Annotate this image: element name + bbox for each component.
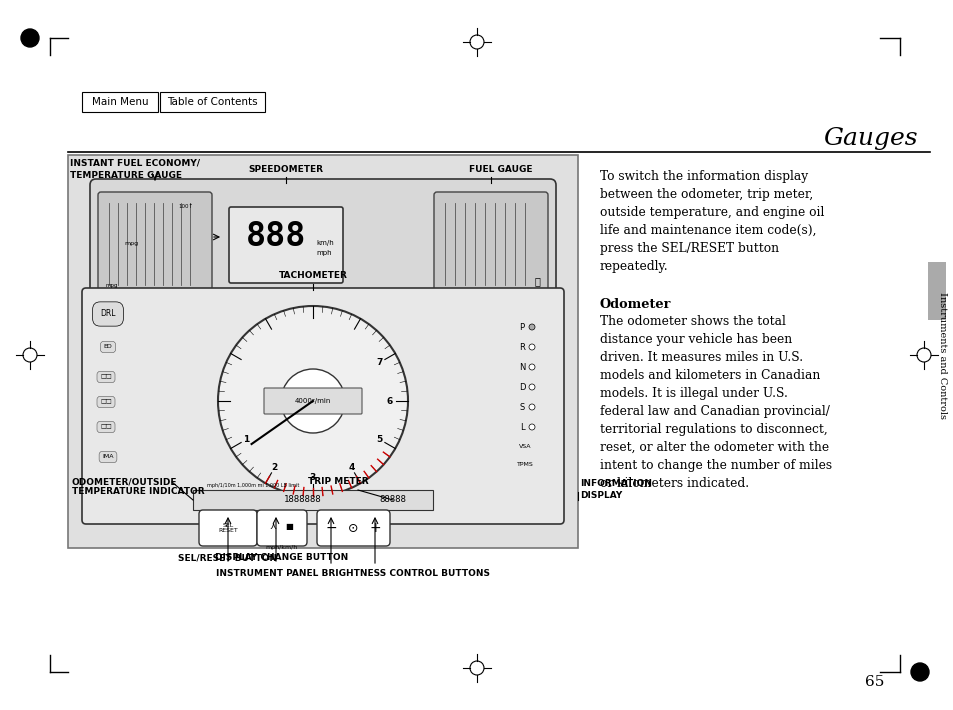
Text: □□: □□	[100, 425, 112, 430]
Text: TACHOMETER: TACHOMETER	[278, 271, 347, 280]
Text: □□: □□	[100, 374, 112, 380]
Circle shape	[529, 424, 535, 430]
Text: ED: ED	[104, 344, 112, 349]
FancyBboxPatch shape	[199, 510, 256, 546]
FancyBboxPatch shape	[434, 192, 547, 296]
FancyBboxPatch shape	[160, 92, 265, 112]
Circle shape	[21, 29, 39, 47]
Text: INSTRUMENT PANEL BRIGHTNESS CONTROL BUTTONS: INSTRUMENT PANEL BRIGHTNESS CONTROL BUTT…	[215, 569, 490, 577]
Text: SEL
RESET: SEL RESET	[218, 523, 237, 533]
Text: 1: 1	[243, 435, 249, 444]
Text: Gauges: Gauges	[822, 126, 917, 150]
FancyBboxPatch shape	[82, 288, 563, 524]
Text: Instruments and Controls: Instruments and Controls	[938, 292, 946, 418]
Text: Table of Contents: Table of Contents	[167, 97, 257, 107]
FancyBboxPatch shape	[90, 179, 556, 309]
Text: FUEL GAUGE: FUEL GAUGE	[469, 165, 532, 173]
Circle shape	[218, 306, 408, 496]
Text: DRL: DRL	[100, 310, 115, 319]
Text: 7: 7	[376, 358, 382, 367]
Text: 2: 2	[271, 463, 277, 472]
Text: TRIP METER: TRIP METER	[308, 478, 368, 486]
Bar	[68, 155, 578, 548]
Text: ⛽: ⛽	[534, 276, 539, 286]
Text: TPMS: TPMS	[517, 462, 533, 466]
FancyBboxPatch shape	[316, 510, 390, 546]
Text: □□: □□	[100, 400, 112, 405]
Text: 1888888: 1888888	[284, 496, 321, 505]
FancyBboxPatch shape	[98, 192, 212, 296]
Text: S: S	[518, 403, 524, 412]
Text: Main Menu: Main Menu	[91, 97, 148, 107]
Text: SPEEDOMETER: SPEEDOMETER	[248, 165, 323, 173]
Text: 5: 5	[376, 435, 382, 444]
Circle shape	[910, 663, 928, 681]
Text: 888: 888	[246, 221, 306, 253]
Text: 65: 65	[864, 675, 883, 689]
Text: mph/km/h: mph/km/h	[266, 545, 297, 550]
Text: mpg: mpg	[124, 241, 138, 246]
Text: INSTANT FUEL ECONOMY/: INSTANT FUEL ECONOMY/	[70, 158, 200, 168]
Text: L: L	[519, 422, 524, 432]
Text: Odometer: Odometer	[599, 298, 671, 311]
Text: 3: 3	[310, 474, 315, 483]
Circle shape	[281, 369, 345, 433]
Text: 100↑: 100↑	[178, 204, 193, 209]
Text: TEMPERATURE INDICATOR: TEMPERATURE INDICATOR	[71, 488, 204, 496]
Text: −: −	[325, 521, 336, 535]
Text: 6: 6	[387, 396, 393, 405]
Text: R: R	[518, 342, 524, 351]
Text: ODOMETER/OUTSIDE: ODOMETER/OUTSIDE	[71, 478, 177, 486]
Text: TEMPERATURE GAUGE: TEMPERATURE GAUGE	[70, 170, 182, 180]
Text: P: P	[518, 322, 524, 332]
Circle shape	[305, 393, 320, 409]
Bar	[927, 262, 945, 320]
Text: DISPLAY CHANGE BUTTON: DISPLAY CHANGE BUTTON	[215, 554, 348, 562]
Text: The odometer shows the total
distance your vehicle has been
driven. It measures : The odometer shows the total distance yo…	[599, 315, 831, 490]
Text: ⋏: ⋏	[269, 521, 276, 531]
Bar	[193, 490, 433, 510]
FancyBboxPatch shape	[256, 510, 307, 546]
Circle shape	[529, 364, 535, 370]
Text: mph: mph	[315, 250, 332, 256]
Text: 4000r/min: 4000r/min	[294, 398, 331, 404]
Text: IMA: IMA	[102, 454, 113, 459]
Text: mph/1/10m 1,000m mi 1,000 LB limit: mph/1/10m 1,000m mi 1,000 LB limit	[207, 483, 299, 488]
Text: DISPLAY: DISPLAY	[579, 491, 621, 501]
Text: ⊙: ⊙	[348, 522, 358, 535]
Text: SEL/RESET BUTTON: SEL/RESET BUTTON	[178, 554, 277, 562]
Text: To switch the information display
between the odometer, trip meter,
outside temp: To switch the information display betwee…	[599, 170, 823, 273]
Text: VSA: VSA	[518, 444, 531, 449]
FancyBboxPatch shape	[82, 92, 158, 112]
Circle shape	[529, 404, 535, 410]
Text: INFORMATION: INFORMATION	[579, 479, 651, 488]
Circle shape	[529, 384, 535, 390]
Text: mpg: mpg	[106, 283, 118, 288]
Circle shape	[529, 344, 535, 350]
Text: ■: ■	[285, 522, 293, 530]
Text: km/h: km/h	[315, 240, 334, 246]
Text: 4: 4	[348, 463, 355, 472]
Circle shape	[529, 324, 535, 330]
Text: N: N	[518, 363, 525, 371]
Text: 88888: 88888	[379, 496, 406, 505]
Text: D: D	[518, 383, 525, 391]
FancyBboxPatch shape	[229, 207, 343, 283]
FancyBboxPatch shape	[264, 388, 361, 414]
Text: +: +	[369, 521, 380, 535]
